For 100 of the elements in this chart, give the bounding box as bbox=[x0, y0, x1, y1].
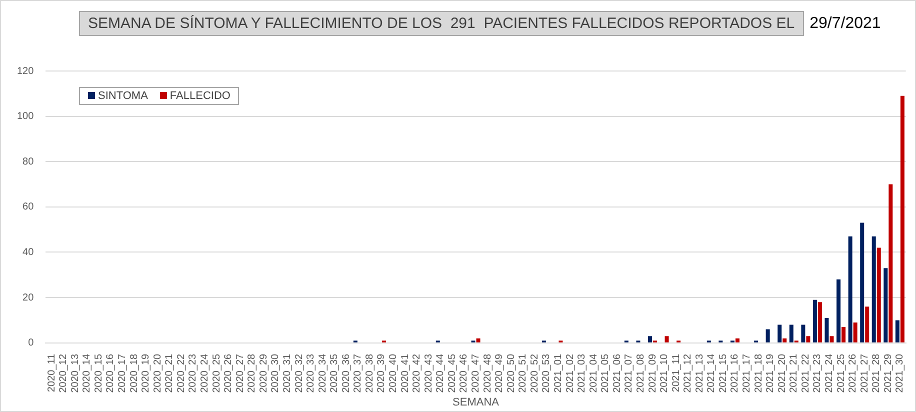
x-tick-label: 2020_40 bbox=[388, 353, 400, 393]
y-tick-label: 120 bbox=[16, 66, 34, 77]
x-tick-label: 2021_27 bbox=[859, 353, 870, 393]
x-tick-label: 2020_44 bbox=[435, 353, 446, 393]
x-tick-label: 2020_30 bbox=[270, 353, 282, 393]
bar bbox=[664, 336, 669, 342]
y-tick-label: 0 bbox=[28, 338, 34, 349]
legend-label: FALLECIDO bbox=[168, 90, 230, 102]
x-tick-label: 2020_20 bbox=[152, 353, 164, 393]
x-tick-label: 2020_48 bbox=[482, 353, 494, 393]
bar bbox=[895, 320, 900, 342]
x-tick-label: 2020_36 bbox=[340, 353, 352, 393]
x-tick-label: 2021_09 bbox=[647, 353, 658, 393]
x-tick-label: 2021_20 bbox=[776, 353, 788, 393]
bar bbox=[812, 300, 817, 342]
legend-label: SINTOMA bbox=[97, 90, 148, 102]
x-tick-label: 2020_29 bbox=[258, 353, 270, 393]
x-tick-label: 2020_52 bbox=[529, 353, 540, 393]
bar bbox=[888, 184, 893, 342]
x-tick-label: 2021_03 bbox=[576, 353, 588, 393]
x-tick-label: 2020_19 bbox=[140, 353, 152, 393]
bar bbox=[876, 248, 881, 342]
x-tick-label: 2020_35 bbox=[329, 353, 340, 393]
x-tick-label: 2021_21 bbox=[788, 353, 800, 393]
x-tick-label: 2020_31 bbox=[282, 353, 293, 393]
bar bbox=[801, 324, 806, 342]
x-tick-label: 2021_24 bbox=[824, 353, 835, 393]
x-tick-label: 2021_13 bbox=[694, 353, 706, 393]
bar bbox=[836, 279, 841, 342]
bar bbox=[865, 306, 870, 342]
bar bbox=[476, 338, 480, 342]
x-tick-label: 2021_02 bbox=[564, 353, 576, 393]
x-tick-label: 2020_42 bbox=[412, 353, 423, 393]
x-tick-label: 2021_18 bbox=[753, 353, 764, 393]
x-tick-label: 2020_33 bbox=[306, 353, 317, 393]
x-tick-label: 2020_43 bbox=[423, 353, 434, 393]
x-tick-label: 2021_10 bbox=[659, 353, 670, 393]
x-tick-label: 2021_23 bbox=[812, 353, 824, 393]
x-tick-label: 2020_24 bbox=[200, 353, 211, 393]
x-tick-label: 2020_34 bbox=[317, 353, 328, 393]
bar bbox=[884, 268, 888, 342]
x-tick-label: 2021_05 bbox=[600, 353, 612, 393]
bar bbox=[842, 327, 846, 342]
bar bbox=[848, 236, 852, 342]
bar bbox=[648, 336, 652, 342]
bar bbox=[830, 336, 834, 342]
x-tick-label: 2020_27 bbox=[234, 353, 246, 393]
bar bbox=[860, 222, 864, 342]
x-tick-label: 2021_12 bbox=[682, 353, 694, 393]
y-tick-label: 40 bbox=[22, 246, 34, 258]
x-tick-label: 2020_51 bbox=[518, 353, 529, 393]
x-tick-label: 2021_07 bbox=[624, 353, 635, 393]
bar bbox=[853, 322, 858, 342]
x-tick-label: 2020_37 bbox=[352, 353, 364, 393]
x-tick-label: 2021_26 bbox=[848, 353, 859, 393]
x-tick-label: 2020_12 bbox=[58, 353, 70, 393]
x-tick-label: 2021_28 bbox=[871, 353, 882, 393]
x-tick-label: 2020_14 bbox=[82, 353, 93, 393]
x-tick-label: 2020_13 bbox=[70, 353, 81, 393]
bar bbox=[782, 338, 787, 342]
x-tick-label: 2021_22 bbox=[800, 353, 812, 393]
bar bbox=[735, 338, 740, 342]
x-tick-label: 2020_28 bbox=[246, 353, 258, 393]
bar bbox=[818, 302, 822, 342]
bar bbox=[766, 329, 770, 342]
x-tick-label: 2020_50 bbox=[506, 353, 517, 393]
x-tick-label: 2020_49 bbox=[494, 353, 506, 393]
x-tick-label: 2021_17 bbox=[742, 353, 753, 393]
bar bbox=[900, 96, 904, 342]
x-tick-label: 2021_06 bbox=[612, 353, 623, 393]
x-tick-label: 2020_11 bbox=[46, 353, 58, 392]
y-tick-label: 20 bbox=[22, 292, 34, 304]
x-tick-label: 2020_38 bbox=[364, 353, 376, 393]
x-tick-label: 2021_15 bbox=[718, 353, 729, 393]
bar bbox=[872, 236, 876, 342]
x-tick-label: 2021_29 bbox=[882, 353, 894, 393]
x-tick-label: 2020_45 bbox=[446, 353, 458, 393]
chart-title: SEMANA DE SÍNTOMA Y FALLECIMIENTO DE LOS 291 PACIENTES FALLECIDOS REPORTADOS EL bbox=[79, 11, 804, 36]
x-tick-label: 2021_14 bbox=[706, 353, 718, 393]
chart-subtitle: 29/7/2021 bbox=[810, 14, 881, 32]
x-tick-label: 2020_47 bbox=[470, 353, 482, 393]
y-tick-label: 100 bbox=[16, 111, 34, 122]
x-tick-label: 2021_30 bbox=[894, 353, 906, 393]
x-tick-label: 2020_53 bbox=[541, 353, 552, 393]
bar bbox=[778, 324, 782, 342]
x-tick-label: 2020_32 bbox=[294, 353, 305, 393]
x-tick-label: 2021_16 bbox=[730, 353, 741, 393]
x-tick-label: 2020_18 bbox=[128, 353, 140, 393]
bar bbox=[824, 318, 829, 342]
x-tick-label: 2020_46 bbox=[458, 353, 470, 393]
x-tick-label: 2020_16 bbox=[105, 353, 116, 393]
bar bbox=[789, 324, 794, 342]
y-tick-label: 80 bbox=[22, 156, 34, 168]
y-tick-label: 60 bbox=[22, 202, 34, 213]
x-tick-label: 2021_25 bbox=[836, 353, 847, 393]
x-tick-label: 2021_11 bbox=[670, 353, 682, 392]
x-tick-label: 2020_17 bbox=[117, 353, 128, 393]
x-tick-label: 2021_04 bbox=[588, 353, 600, 393]
x-tick-label: 2020_15 bbox=[93, 353, 104, 393]
x-tick-label: 2020_41 bbox=[400, 353, 411, 393]
